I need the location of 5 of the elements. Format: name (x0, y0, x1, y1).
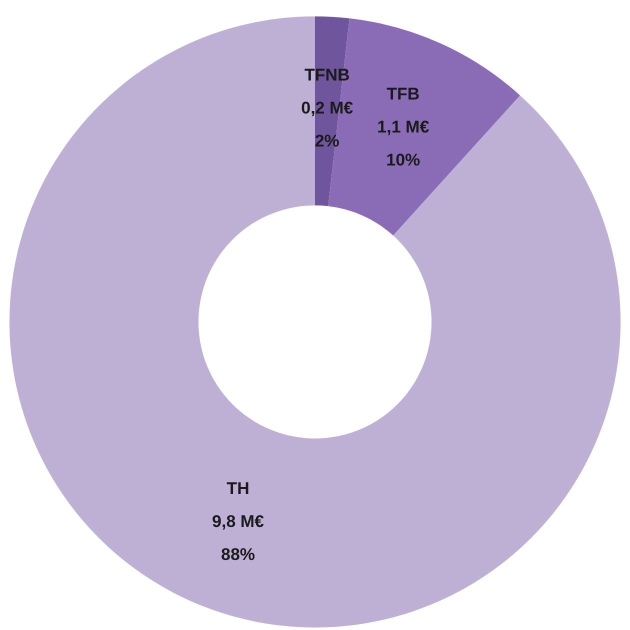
data-label: 0,2 M€ 2% (301, 98, 354, 151)
data-label: 9,8 M€ 88% (212, 512, 265, 564)
data-label: 1,1 M€ 10% (377, 117, 430, 170)
slice-label: TFB (386, 84, 420, 104)
slice-label: TH (226, 479, 250, 498)
